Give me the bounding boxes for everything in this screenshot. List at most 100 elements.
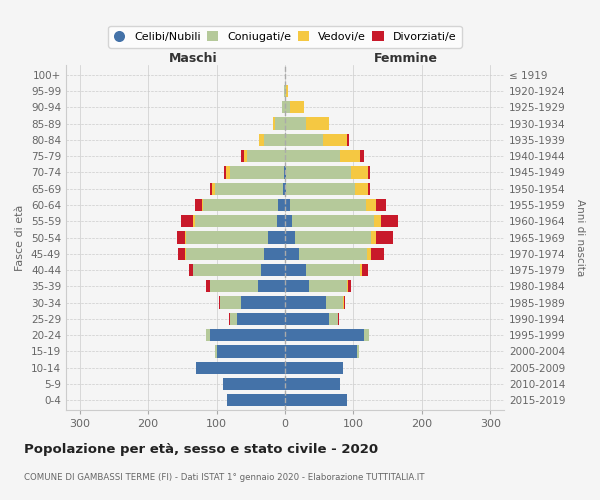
Bar: [285, 394, 347, 406]
Bar: [230, 313, 237, 325]
Bar: [282, 101, 285, 114]
Bar: [347, 280, 348, 292]
Bar: [376, 199, 386, 211]
Bar: [212, 182, 215, 195]
Bar: [326, 296, 343, 308]
Bar: [295, 232, 371, 243]
Bar: [381, 215, 398, 228]
Bar: [285, 215, 292, 228]
Bar: [185, 248, 186, 260]
Bar: [285, 264, 305, 276]
Bar: [340, 150, 360, 162]
Bar: [275, 118, 285, 130]
Bar: [285, 134, 323, 146]
Bar: [329, 313, 338, 325]
Bar: [286, 166, 350, 178]
Bar: [285, 313, 329, 325]
Bar: [181, 215, 193, 228]
Bar: [268, 232, 285, 243]
Bar: [366, 199, 376, 211]
Bar: [362, 264, 368, 276]
Bar: [299, 248, 367, 260]
Bar: [237, 313, 285, 325]
Y-axis label: Anni di nascita: Anni di nascita: [575, 199, 585, 276]
Bar: [368, 182, 370, 195]
Bar: [278, 199, 285, 211]
Bar: [343, 296, 344, 308]
Bar: [285, 248, 299, 260]
Bar: [229, 313, 230, 325]
Bar: [285, 101, 290, 114]
Bar: [285, 296, 326, 308]
Bar: [206, 280, 210, 292]
Bar: [244, 150, 247, 162]
Bar: [285, 199, 290, 211]
Bar: [206, 329, 210, 341]
Bar: [194, 199, 202, 211]
Bar: [290, 101, 304, 114]
Text: Femmine: Femmine: [373, 52, 437, 65]
Bar: [220, 296, 241, 308]
Bar: [348, 280, 352, 292]
Bar: [241, 150, 244, 162]
Bar: [285, 378, 340, 390]
Text: Popolazione per età, sesso e stato civile - 2020: Popolazione per età, sesso e stato civil…: [24, 442, 378, 456]
Bar: [226, 166, 230, 178]
Bar: [257, 280, 285, 292]
Bar: [364, 329, 369, 341]
Text: Maschi: Maschi: [169, 52, 217, 65]
Bar: [223, 378, 285, 390]
Bar: [196, 362, 285, 374]
Bar: [272, 118, 275, 130]
Bar: [224, 166, 226, 178]
Bar: [350, 166, 368, 178]
Bar: [189, 264, 193, 276]
Bar: [323, 134, 347, 146]
Bar: [265, 134, 285, 146]
Bar: [247, 150, 285, 162]
Bar: [305, 264, 360, 276]
Bar: [217, 346, 285, 358]
Bar: [285, 329, 364, 341]
Bar: [227, 394, 285, 406]
Bar: [367, 248, 371, 260]
Bar: [284, 166, 285, 178]
Bar: [285, 85, 286, 97]
Bar: [360, 264, 362, 276]
Bar: [194, 215, 277, 228]
Bar: [285, 362, 343, 374]
Bar: [285, 232, 295, 243]
Bar: [371, 232, 376, 243]
Bar: [193, 264, 261, 276]
Y-axis label: Fasce di età: Fasce di età: [16, 204, 25, 270]
Bar: [281, 101, 282, 114]
Bar: [305, 118, 329, 130]
Bar: [186, 232, 268, 243]
Bar: [241, 296, 285, 308]
Bar: [186, 248, 265, 260]
Bar: [203, 199, 278, 211]
Bar: [286, 182, 355, 195]
Bar: [178, 248, 185, 260]
Bar: [374, 215, 381, 228]
Bar: [193, 215, 194, 228]
Bar: [285, 182, 286, 195]
Bar: [285, 280, 309, 292]
Text: COMUNE DI GAMBASSI TERME (FI) - Dati ISTAT 1° gennaio 2020 - Elaborazione TUTTIT: COMUNE DI GAMBASSI TERME (FI) - Dati IST…: [24, 472, 425, 482]
Bar: [215, 346, 217, 358]
Bar: [285, 150, 340, 162]
Bar: [368, 166, 370, 178]
Bar: [210, 182, 212, 195]
Bar: [285, 166, 286, 178]
Bar: [347, 134, 349, 146]
Bar: [286, 85, 289, 97]
Bar: [338, 313, 339, 325]
Bar: [261, 264, 285, 276]
Bar: [210, 280, 257, 292]
Bar: [277, 215, 285, 228]
Bar: [210, 329, 285, 341]
Bar: [355, 182, 368, 195]
Bar: [309, 280, 347, 292]
Bar: [202, 199, 203, 211]
Bar: [185, 232, 186, 243]
